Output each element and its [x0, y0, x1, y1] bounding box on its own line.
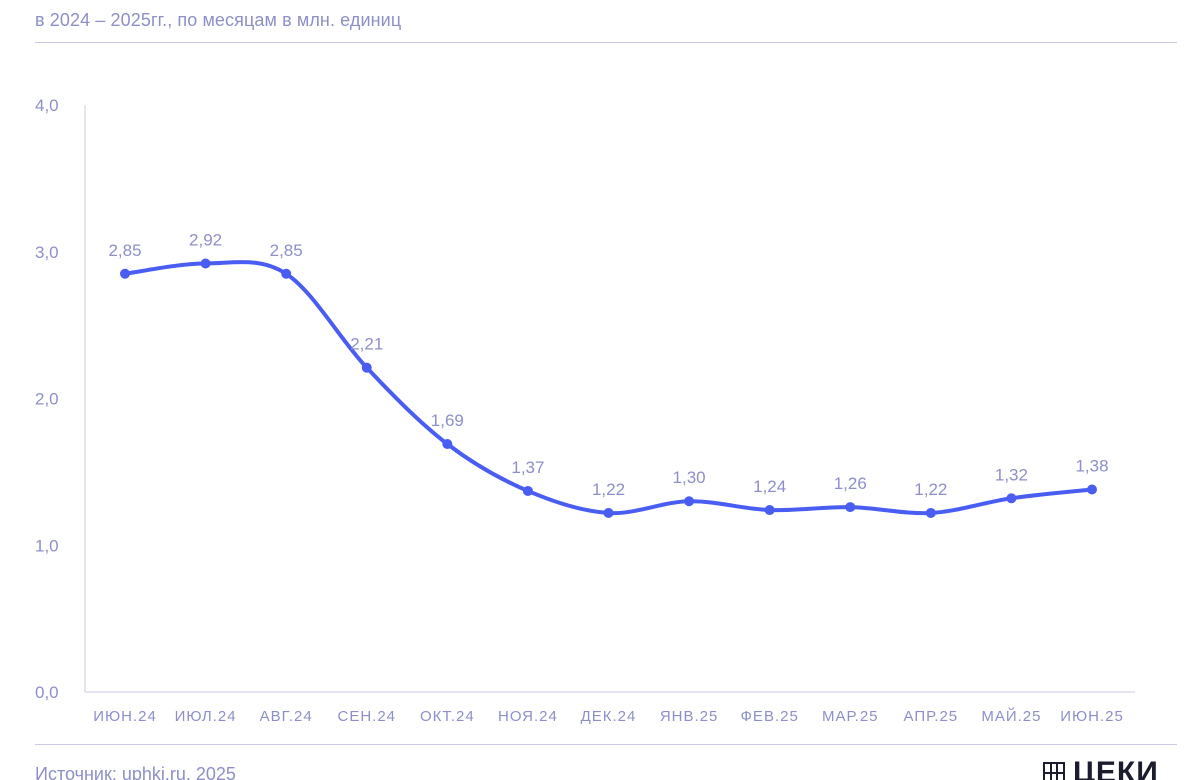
data-label: 2,92: [189, 230, 222, 249]
data-point: [845, 502, 856, 513]
x-tick-label: ИЮЛ.24: [175, 708, 237, 725]
data-point: [522, 485, 533, 496]
data-point: [1006, 493, 1017, 504]
brand-logo: ЦЕКИ: [1043, 756, 1159, 780]
data-label: 2,85: [108, 241, 141, 260]
data-label: 1,38: [1075, 456, 1108, 475]
x-tick-label: ДЕК.24: [581, 708, 637, 725]
x-tick-label: ЯНВ.25: [660, 708, 719, 725]
data-label: 1,24: [753, 477, 786, 496]
data-point: [281, 268, 292, 279]
data-point: [764, 505, 775, 516]
y-tick-label: 2,0: [35, 390, 59, 409]
y-tick-label: 4,0: [35, 96, 59, 115]
x-tick-label: НОЯ.24: [498, 708, 558, 725]
data-label: 1,30: [673, 468, 706, 487]
data-point: [361, 362, 372, 373]
data-point: [200, 258, 211, 269]
data-label: 1,37: [511, 458, 544, 477]
data-label: 1,22: [592, 480, 625, 499]
x-tick-label: ФЕВ.25: [741, 708, 799, 725]
x-tick-label: ИЮН.25: [1060, 708, 1124, 725]
data-label: 2,21: [350, 335, 383, 354]
data-point: [603, 507, 614, 518]
brand-logo-icon: [1043, 762, 1065, 780]
brand-name: ЦЕКИ: [1073, 756, 1159, 780]
x-tick-label: МАЙ.25: [981, 707, 1041, 725]
x-tick-label: ОКТ.24: [420, 708, 475, 725]
data-point: [442, 438, 453, 449]
x-tick-label: МАР.25: [822, 708, 879, 725]
source-note: Источник: uphki.ru, 2025: [35, 764, 236, 780]
y-tick-label: 3,0: [35, 243, 59, 262]
series-line: [123, 260, 1094, 516]
data-label: 2,85: [270, 241, 303, 260]
x-tick-label: АВГ.24: [260, 708, 313, 725]
data-point: [1087, 484, 1097, 495]
y-tick-label: 0,0: [35, 683, 59, 702]
bottom-divider: [35, 744, 1177, 745]
chart-subtitle: в 2024 – 2025гг., по месяцам в млн. един…: [35, 10, 402, 30]
x-tick-label: СЕН.24: [337, 708, 396, 725]
data-point: [120, 268, 130, 279]
data-point: [925, 507, 936, 518]
y-tick-label: 1,0: [35, 536, 59, 555]
data-label: 1,69: [431, 411, 464, 430]
x-tick-label: АПР.25: [904, 708, 959, 725]
line-chart: 0,0 1,0 2,0 3,0 4,0 ИЮН.24 ИЮЛ.24 АВГ.24 СЕН.24 О…: [35, 96, 1135, 725]
data-label: 1,22: [914, 480, 947, 499]
top-divider: [35, 42, 1177, 43]
data-label: 1,26: [834, 474, 867, 493]
x-tick-label: ИЮН.24: [93, 708, 157, 725]
data-label: 1,32: [995, 465, 1028, 484]
data-point: [684, 496, 695, 507]
